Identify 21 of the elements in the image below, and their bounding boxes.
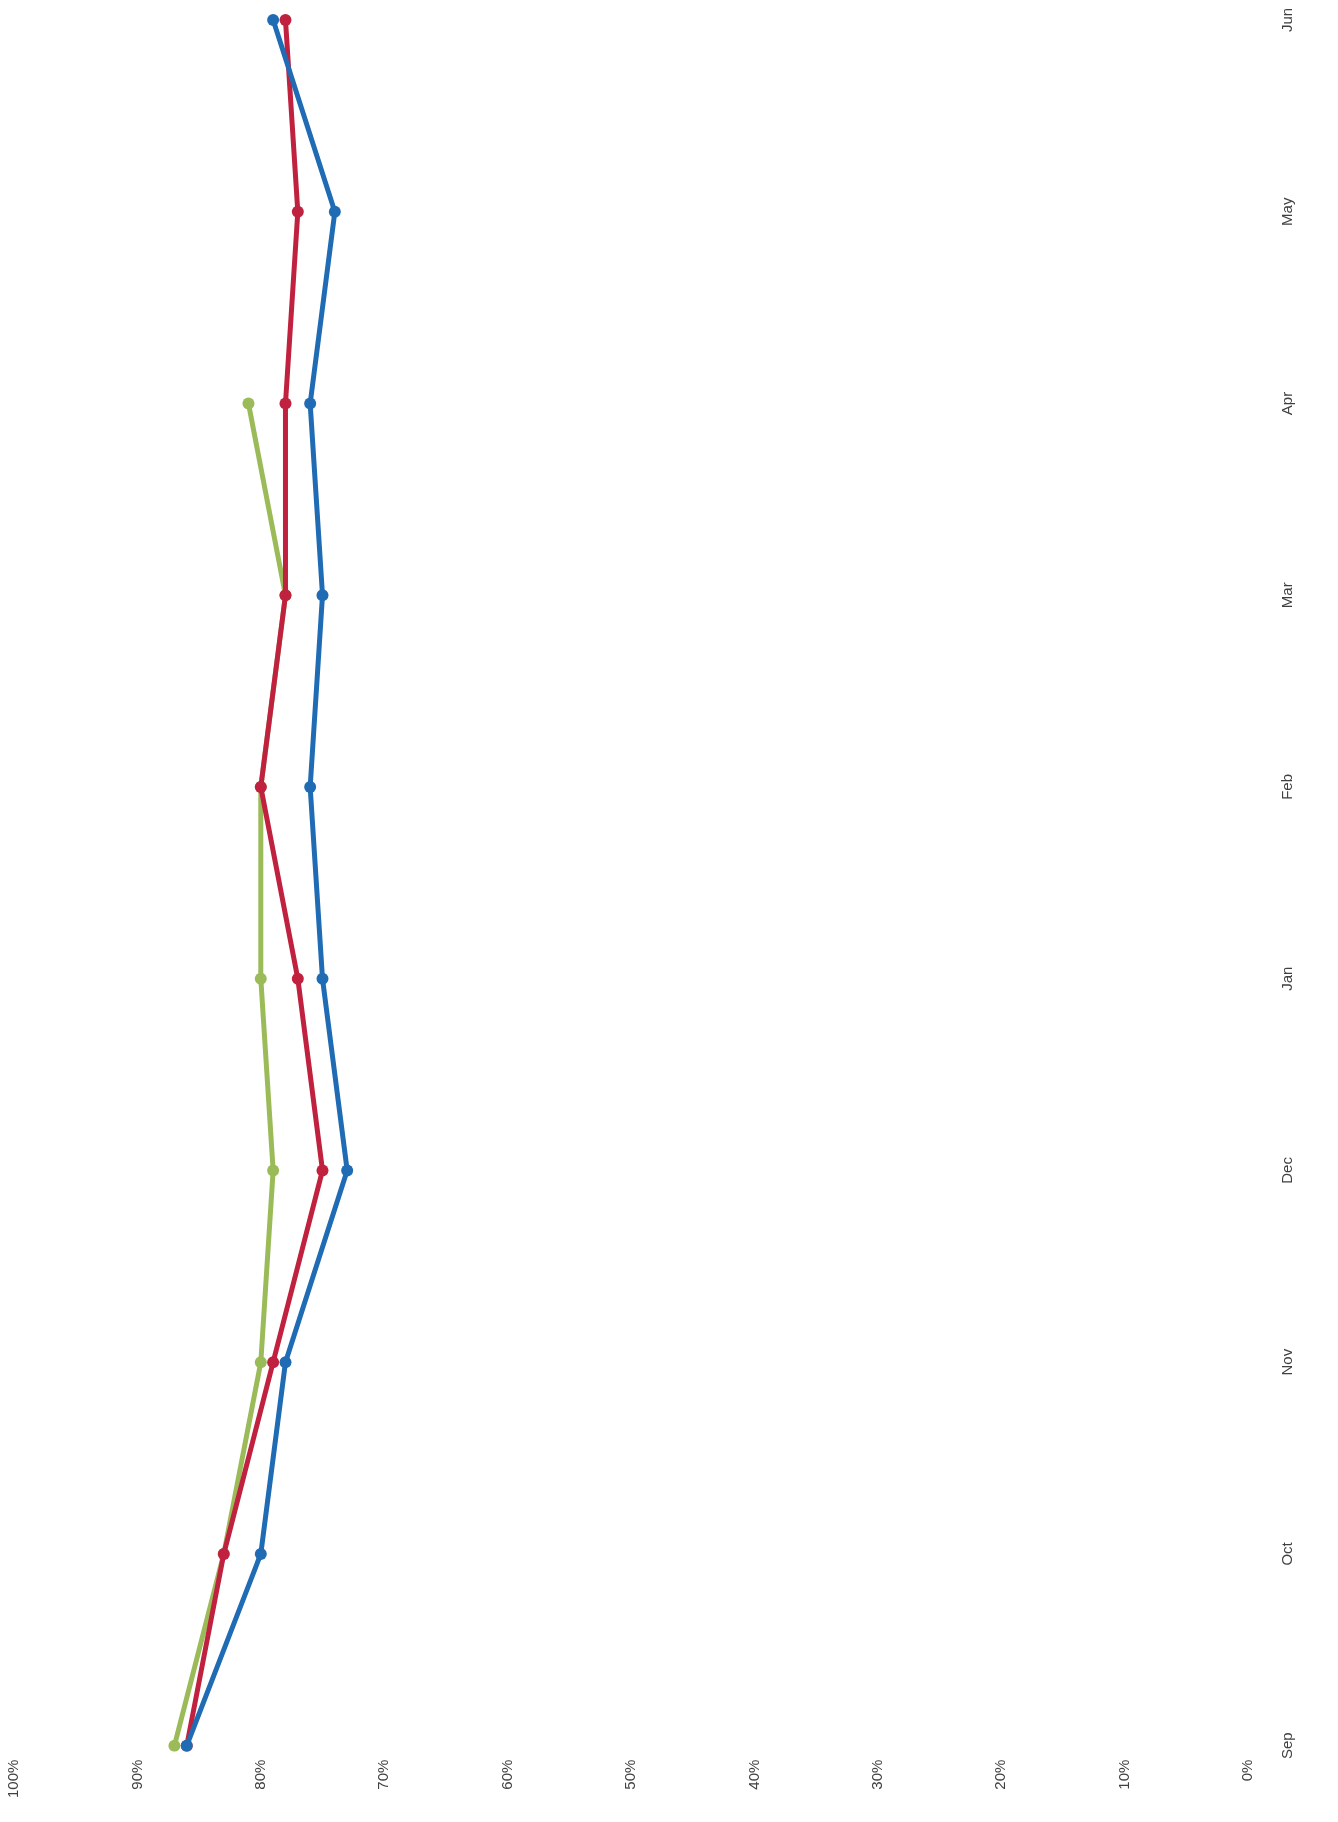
y-tick-label: Mar (1278, 582, 1296, 609)
y-tick-label: Jun (1278, 7, 1296, 33)
x-tick-label: 50% (621, 1759, 639, 1790)
x-tick-label: 100% (4, 1759, 22, 1799)
x-tick-label: 70% (374, 1759, 392, 1790)
y-tick-label: Apr (1278, 391, 1296, 416)
x-tick-label: 40% (744, 1759, 762, 1790)
x-tick-label: 30% (867, 1759, 885, 1790)
x-tick-label: 60% (497, 1759, 515, 1790)
y-tick-label: Nov (1278, 1348, 1296, 1376)
y-tick-label: Feb (1278, 774, 1296, 800)
y-tick-label: Jan (1278, 966, 1296, 991)
x-tick-label: 20% (991, 1759, 1009, 1790)
x-tick-label: 80% (250, 1759, 268, 1790)
x-tick-label: 90% (127, 1759, 145, 1790)
x-tick-label: 10% (1114, 1759, 1132, 1790)
y-tick-label: Oct (1278, 1541, 1296, 1566)
y-tick-label: Dec (1278, 1156, 1296, 1184)
x-tick-label: 0% (1238, 1759, 1256, 1782)
y-tick-label: Sep (1278, 1732, 1296, 1759)
y-tick-label: May (1278, 197, 1296, 226)
